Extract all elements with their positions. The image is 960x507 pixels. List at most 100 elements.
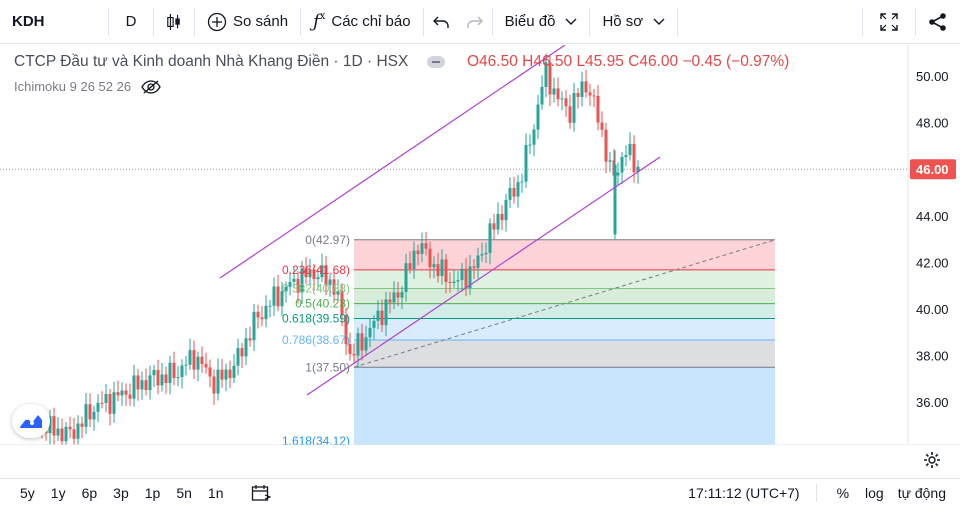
- candle-body: [348, 344, 352, 354]
- range-button-1p[interactable]: 1p: [144, 484, 161, 501]
- range-button-5y[interactable]: 5y: [20, 484, 35, 501]
- candle-body: [64, 426, 68, 442]
- fibonacci-retracement[interactable]: [353, 239, 776, 445]
- candle-body: [456, 280, 460, 282]
- candle-body: [272, 286, 276, 306]
- price-axis[interactable]: 50.00 48.00 46.00 44.00 42.00 40.00 38.00 36.00…: [907, 45, 956, 445]
- undo-button[interactable]: [424, 0, 458, 44]
- share-icon: [929, 13, 946, 31]
- last-price-label: 46.00: [916, 162, 949, 177]
- fullscreen-icon: [880, 13, 898, 31]
- candles-style-button[interactable]: [154, 0, 194, 44]
- goto-date-button[interactable]: [251, 484, 272, 502]
- indicator-legend[interactable]: Ichimoku 9 26 52 26: [14, 79, 161, 94]
- candle-body: [520, 181, 524, 183]
- candle-body: [144, 380, 148, 391]
- candle-body: [88, 404, 92, 420]
- trend-lines[interactable]: [219, 45, 661, 396]
- candle-body: [96, 402, 100, 412]
- candle-body: [460, 268, 464, 281]
- candle-body: [372, 320, 376, 328]
- range-button-1n[interactable]: 1n: [207, 484, 224, 501]
- toolbar-divider: [422, 7, 424, 36]
- candle-body: [112, 392, 116, 414]
- candle-body: [544, 62, 548, 87]
- time-axis-settings-button[interactable]: [922, 450, 942, 470]
- candle-body: [324, 265, 328, 286]
- fullscreen-button[interactable]: [863, 0, 915, 44]
- toolbar-divider: [153, 7, 154, 36]
- candle-body: [224, 369, 228, 380]
- candle-body: [528, 144, 532, 146]
- redo-icon: [466, 16, 483, 28]
- auto-scale-toggle[interactable]: tự động: [897, 485, 946, 501]
- candle-body: [196, 356, 200, 370]
- candle-body: [132, 375, 136, 399]
- compare-button[interactable]: So sánh: [195, 0, 300, 44]
- price-tick-label: 38.00: [916, 349, 949, 364]
- log-toggle[interactable]: log: [865, 485, 884, 501]
- range-button-3p[interactable]: 3p: [113, 484, 129, 501]
- candle-body: [408, 263, 412, 269]
- candle-body: [508, 188, 512, 200]
- candle-body: [108, 393, 112, 414]
- toolbar-divider: [862, 8, 863, 36]
- chart-type-dropdown[interactable]: Biểu đồ: [493, 0, 590, 44]
- range-button-1y[interactable]: 1y: [50, 484, 66, 501]
- eye-hidden-icon[interactable]: [141, 79, 161, 94]
- candle-body: [512, 188, 516, 197]
- fib-level-label: 0.5(40.23): [295, 297, 350, 311]
- fib-level-label: 0.618(39.59): [282, 312, 350, 326]
- candle-body: [532, 129, 536, 145]
- candle-body: [124, 390, 128, 395]
- candle-body: [296, 278, 300, 293]
- candle-body: [140, 380, 144, 390]
- candle-body: [500, 213, 504, 221]
- candle-body: [52, 416, 56, 436]
- candle-body: [600, 122, 604, 130]
- symbol-search[interactable]: KDH: [0, 0, 108, 44]
- candle-body: [104, 393, 108, 403]
- price-chart[interactable]: 0(42.97) 0.236(41.68) 0.382(40.88) 0.5(40.2…: [0, 45, 960, 445]
- candle-body: [268, 305, 272, 307]
- candle-body: [44, 431, 48, 434]
- legend-toggle-icon[interactable]: [426, 55, 445, 68]
- indicators-label: Các chỉ báo: [331, 13, 411, 30]
- timezone-clock[interactable]: 17:11:12 (UTC+7): [688, 485, 800, 501]
- symbol-description: CTCP Đầu tư và Kinh doanh Nhà Khang Điền…: [14, 53, 409, 70]
- tradingview-logo[interactable]: [12, 404, 50, 438]
- logo-icon: [20, 415, 42, 428]
- fib-zone: [354, 318, 775, 340]
- share-button[interactable]: [916, 0, 960, 44]
- candle-body: [280, 291, 284, 307]
- fib-zone: [354, 367, 775, 445]
- percent-toggle[interactable]: %: [836, 485, 850, 501]
- candle-body: [484, 252, 488, 255]
- candle-body: [260, 317, 264, 320]
- high-value: H46.50: [522, 53, 573, 70]
- range-button-5n[interactable]: 5n: [176, 484, 192, 501]
- profile-label: Hồ sơ: [602, 13, 644, 30]
- candle-body: [376, 310, 380, 321]
- candle-body: [316, 277, 320, 280]
- candle-body: [412, 250, 416, 269]
- open-value: O46.50: [466, 53, 518, 70]
- candle-body: [116, 392, 120, 396]
- redo-button[interactable]: [458, 0, 492, 44]
- toolbar-divider: [491, 7, 493, 36]
- range-button-6p[interactable]: 6p: [81, 484, 98, 501]
- candle-body: [636, 166, 640, 173]
- candle-body: [328, 279, 332, 286]
- candle-body: [212, 376, 216, 394]
- candle-body: [384, 299, 388, 326]
- candle-body: [232, 365, 236, 378]
- profile-dropdown[interactable]: Hồ sơ: [590, 0, 677, 44]
- interval-button[interactable]: D: [109, 0, 153, 44]
- candle-body: [336, 290, 340, 295]
- candle-body: [216, 369, 220, 394]
- candle-body: [176, 377, 180, 379]
- candle-body: [356, 333, 360, 356]
- fib-trend-line: [353, 239, 776, 368]
- chevron-down-icon: [565, 13, 577, 30]
